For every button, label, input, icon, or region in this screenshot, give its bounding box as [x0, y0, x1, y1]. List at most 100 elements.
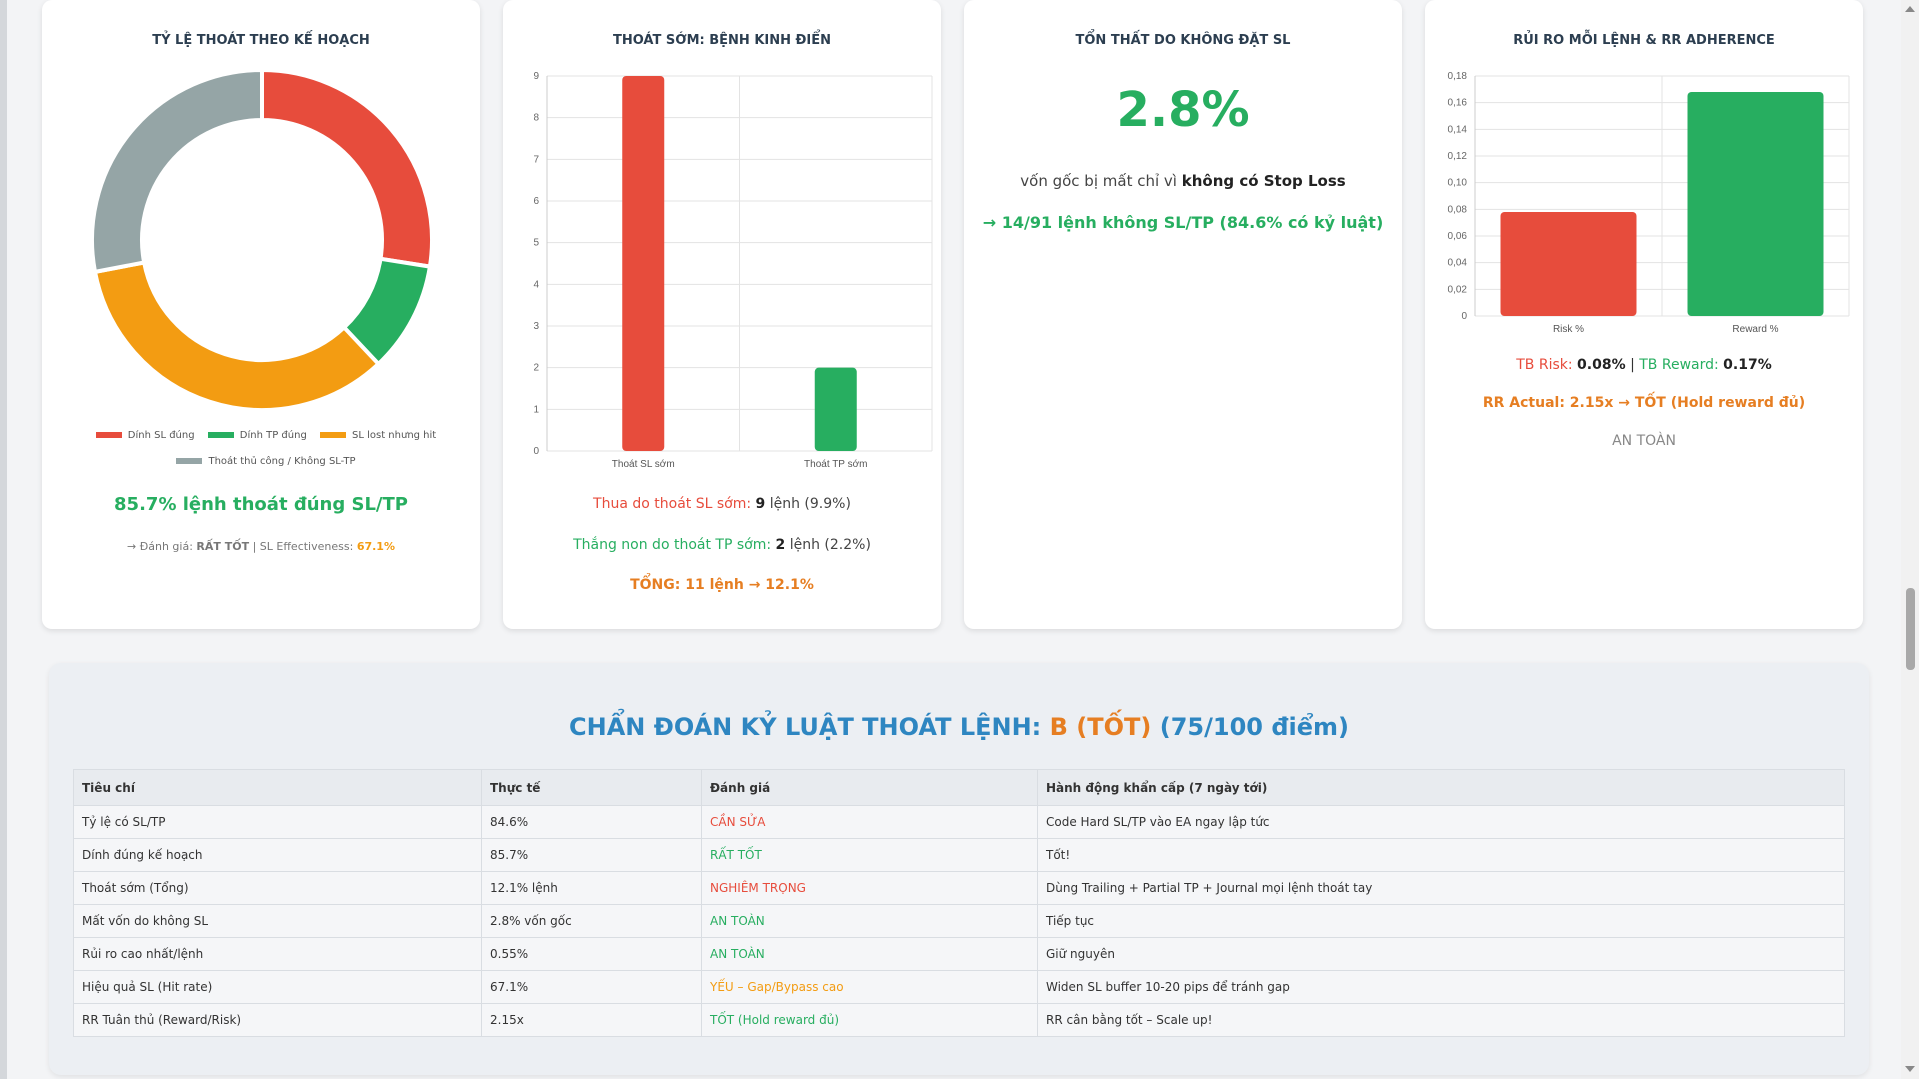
exit-plan-card: TỶ LỆ THOÁT THEO KẾ HOẠCH Dính SL đúng D… — [42, 0, 480, 629]
early-exit-title: THOÁT SỚM: BỆNH KINH ĐIỂN — [612, 33, 832, 48]
diagnosis-title: CHẨN ĐOÁN KỶ LUẬT THOÁT LỆNH: B (TỐT) (7… — [49, 713, 1869, 741]
early-sl-prefix: Thua do thoát SL sớm: — [593, 496, 752, 512]
cell-evaluation: RẤT TỐT — [701, 838, 1038, 872]
risk-value: 0.08% — [1577, 357, 1626, 373]
cell-actual: 0.55% — [481, 937, 702, 971]
header-criteria: Tiêu chí — [73, 769, 482, 806]
donut-legend-row-2: Thoát thủ công / Không SL-TP — [42, 456, 480, 467]
early-exit-bar-chart: 0 1 2 3 4 5 6 7 8 9 Thoát SL sớm Thoát TP sớm — [533, 71, 933, 470]
cell-evaluation: NGHIÊM TRỌNG — [701, 871, 1038, 905]
eval-prefix: → Đánh giá: — [127, 540, 193, 553]
header-action: Hành động khẩn cấp (7 ngày tới) — [1037, 769, 1845, 806]
risk-reward-y-tick-label: 0,16 — [1448, 98, 1468, 109]
diagnosis-table-header: Tiêu chí Thực tế Đánh giá Hành động khẩn… — [73, 769, 1845, 806]
risk-reward-y-tick-label: 0,18 — [1448, 71, 1468, 82]
cell-criteria: Tỷ lệ có SL/TP — [73, 805, 482, 839]
exit-plan-title: TỶ LỆ THOÁT THEO KẾ HOẠCH — [152, 33, 370, 48]
risk-reward-sep: | — [1630, 357, 1635, 373]
diagnosis-grade: B (TỐT) — [1049, 713, 1152, 741]
donut-slice-4 — [90, 70, 264, 275]
early-exit-y-tick-label: 7 — [533, 154, 539, 165]
dashboard-page: TỶ LỆ THOÁT THEO KẾ HOẠCH Dính SL đúng D… — [7, 0, 1901, 1079]
loss-no-sl-desc: vốn gốc bị mất chỉ vì không có Stop Loss — [964, 172, 1402, 190]
scroll-up-arrow-icon[interactable] — [1905, 6, 1915, 12]
risk-reward-y-tick-label: 0,10 — [1448, 178, 1468, 189]
eval-value: RẤT TỐT — [196, 540, 250, 553]
loss-no-sl-value: 2.8% — [1116, 82, 1250, 138]
cell-criteria: Mất vốn do không SL — [73, 904, 482, 938]
early-sl-suffix: lệnh (9.9%) — [769, 496, 851, 512]
cell-actual: 85.7% — [481, 838, 702, 872]
page-left-border — [0, 0, 7, 1079]
cell-actual: 12.1% lệnh — [481, 871, 702, 905]
risk-reward-y-tick-label: 0,04 — [1448, 258, 1468, 269]
legend-swatch-tp — [207, 432, 234, 438]
diagnosis-row: Dính đúng kế hoạch 85.7% RẤT TỐT Tốt! — [73, 838, 1845, 872]
risk-reward-y-tick-label: 0,14 — [1448, 124, 1468, 135]
scroll-down-arrow-icon[interactable] — [1905, 1066, 1915, 1072]
risk-label: TB Risk: — [1516, 357, 1573, 373]
risk-reward-y-tick-label: 0,08 — [1448, 204, 1468, 215]
donut-slice-1 — [260, 70, 434, 269]
cell-evaluation: YẾU – Gap/Bypass cao — [701, 970, 1038, 1004]
cell-actual: 2.15x — [481, 1003, 702, 1037]
risk-safety-label: AN TOÀN — [1612, 433, 1676, 449]
header-actual: Thực tế — [481, 769, 702, 806]
diagnosis-row: RR Tuân thủ (Reward/Risk) 2.15x TỐT (Hold … — [73, 1003, 1845, 1037]
diagnosis-row: Mất vốn do không SL 2.8% vốn gốc AN TOÀN Ti… — [73, 904, 1845, 938]
early-exit-y-tick-label: 4 — [533, 279, 539, 290]
early-exit-y-tick-label: 3 — [533, 321, 539, 332]
diagnosis-score: (75/100 điểm) — [1159, 713, 1349, 741]
early-exit-x-tick-label: Thoát TP sớm — [804, 459, 867, 470]
risk-reward-bar-1 — [1500, 212, 1637, 316]
early-exit-y-tick-label: 0 — [533, 446, 539, 457]
early-exit-card: THOÁT SỚM: BỆNH KINH ĐIỂN 0 1 2 3 4 5 6 7 8 9 Thoá… — [503, 0, 941, 629]
early-tp-suffix: lệnh (2.2%) — [789, 537, 871, 553]
diagnosis-row: Rủi ro cao nhất/lệnh 0.55% AN TOÀN Giữ nguy… — [73, 937, 1845, 971]
eval-sl-effectiveness: 67.1% — [356, 540, 395, 553]
legend-label-manual: Thoát thủ công / Không SL-TP — [208, 456, 356, 467]
risk-reward-summary: TB Risk: 0.08% | TB Reward: 0.17% — [1425, 357, 1863, 373]
risk-rr-title: RỦI RO MỖI LỆNH & RR ADHERENCE — [1513, 33, 1775, 48]
risk-reward-y-tick-label: 0,02 — [1448, 284, 1468, 295]
exit-plan-donut-chart — [90, 70, 434, 412]
exit-plan-evaluation: → Đánh giá: RẤT TỐT | SL Effectiveness: … — [42, 540, 480, 553]
cell-evaluation: AN TOÀN — [701, 937, 1038, 971]
legend-label-sl: Dính SL đúng — [127, 430, 195, 441]
scrollbar-thumb[interactable] — [1906, 588, 1915, 670]
early-exit-y-tick-label: 1 — [533, 404, 539, 415]
rr-actual-line: RR Actual: 2.15x → TỐT (Hold reward đủ) — [1482, 395, 1806, 411]
cell-actual: 67.1% — [481, 970, 702, 1004]
risk-reward-x-tick-label: Reward % — [1732, 324, 1778, 335]
cell-actual: 84.6% — [481, 805, 702, 839]
cell-actual: 2.8% vốn gốc — [481, 904, 702, 938]
cell-action: Tốt! — [1037, 838, 1845, 872]
cell-criteria: Thoát sớm (Tổng) — [73, 871, 482, 905]
reward-value: 0.17% — [1723, 357, 1772, 373]
early-sl-count: 9 — [755, 496, 766, 512]
eval-separator: | SL Effectiveness: — [249, 540, 354, 553]
loss-no-sl-title: TỔN THẤT DO KHÔNG ĐẶT SL — [1075, 33, 1291, 48]
early-exit-bar-1 — [622, 76, 665, 451]
risk-reward-bar-chart: 0 0,02 0,04 0,06 0,08 0,10 0,12 0,14 0,16 0,18 Ris… — [1448, 71, 1850, 335]
risk-reward-y-tick-label: 0,12 — [1448, 151, 1468, 162]
cell-action: Dùng Trailing + Partial TP + Journal mọi… — [1037, 871, 1845, 905]
risk-reward-y-tick-label: 0,06 — [1448, 231, 1468, 242]
cell-action: Giữ nguyên — [1037, 937, 1845, 971]
cell-criteria: RR Tuân thủ (Reward/Risk) — [73, 1003, 482, 1037]
early-exit-bar-2 — [814, 367, 857, 451]
risk-reward-x-tick-label: Risk % — [1553, 324, 1584, 335]
loss-no-sl-note: → 14/91 lệnh không SL/TP (84.6% có kỷ lu… — [982, 213, 1384, 232]
page-scrollbar[interactable] — [1901, 0, 1919, 1079]
legend-swatch-manual — [176, 458, 203, 464]
cell-criteria: Hiệu quả SL (Hit rate) — [73, 970, 482, 1004]
exit-plan-headline: 85.7% lệnh thoát đúng SL/TP — [114, 494, 408, 515]
legend-label-sl-lost: SL lost nhưng hit — [352, 430, 437, 441]
diagnosis-title-prefix: CHẨN ĐOÁN KỶ LUẬT THOÁT LỆNH: — [569, 713, 1042, 741]
early-exit-y-tick-label: 5 — [533, 238, 539, 249]
early-exit-y-tick-label: 8 — [533, 113, 539, 124]
loss-no-sl-card: TỔN THẤT DO KHÔNG ĐẶT SL 2.8% vốn gốc bị… — [964, 0, 1402, 629]
early-exit-total: TỔNG: 11 lệnh → 12.1% — [630, 577, 814, 593]
diagnosis-row: Hiệu quả SL (Hit rate) 67.1% YẾU – Gap/Byp… — [73, 970, 1845, 1004]
cell-action: Code Hard SL/TP vào EA ngay lập tức — [1037, 805, 1845, 839]
